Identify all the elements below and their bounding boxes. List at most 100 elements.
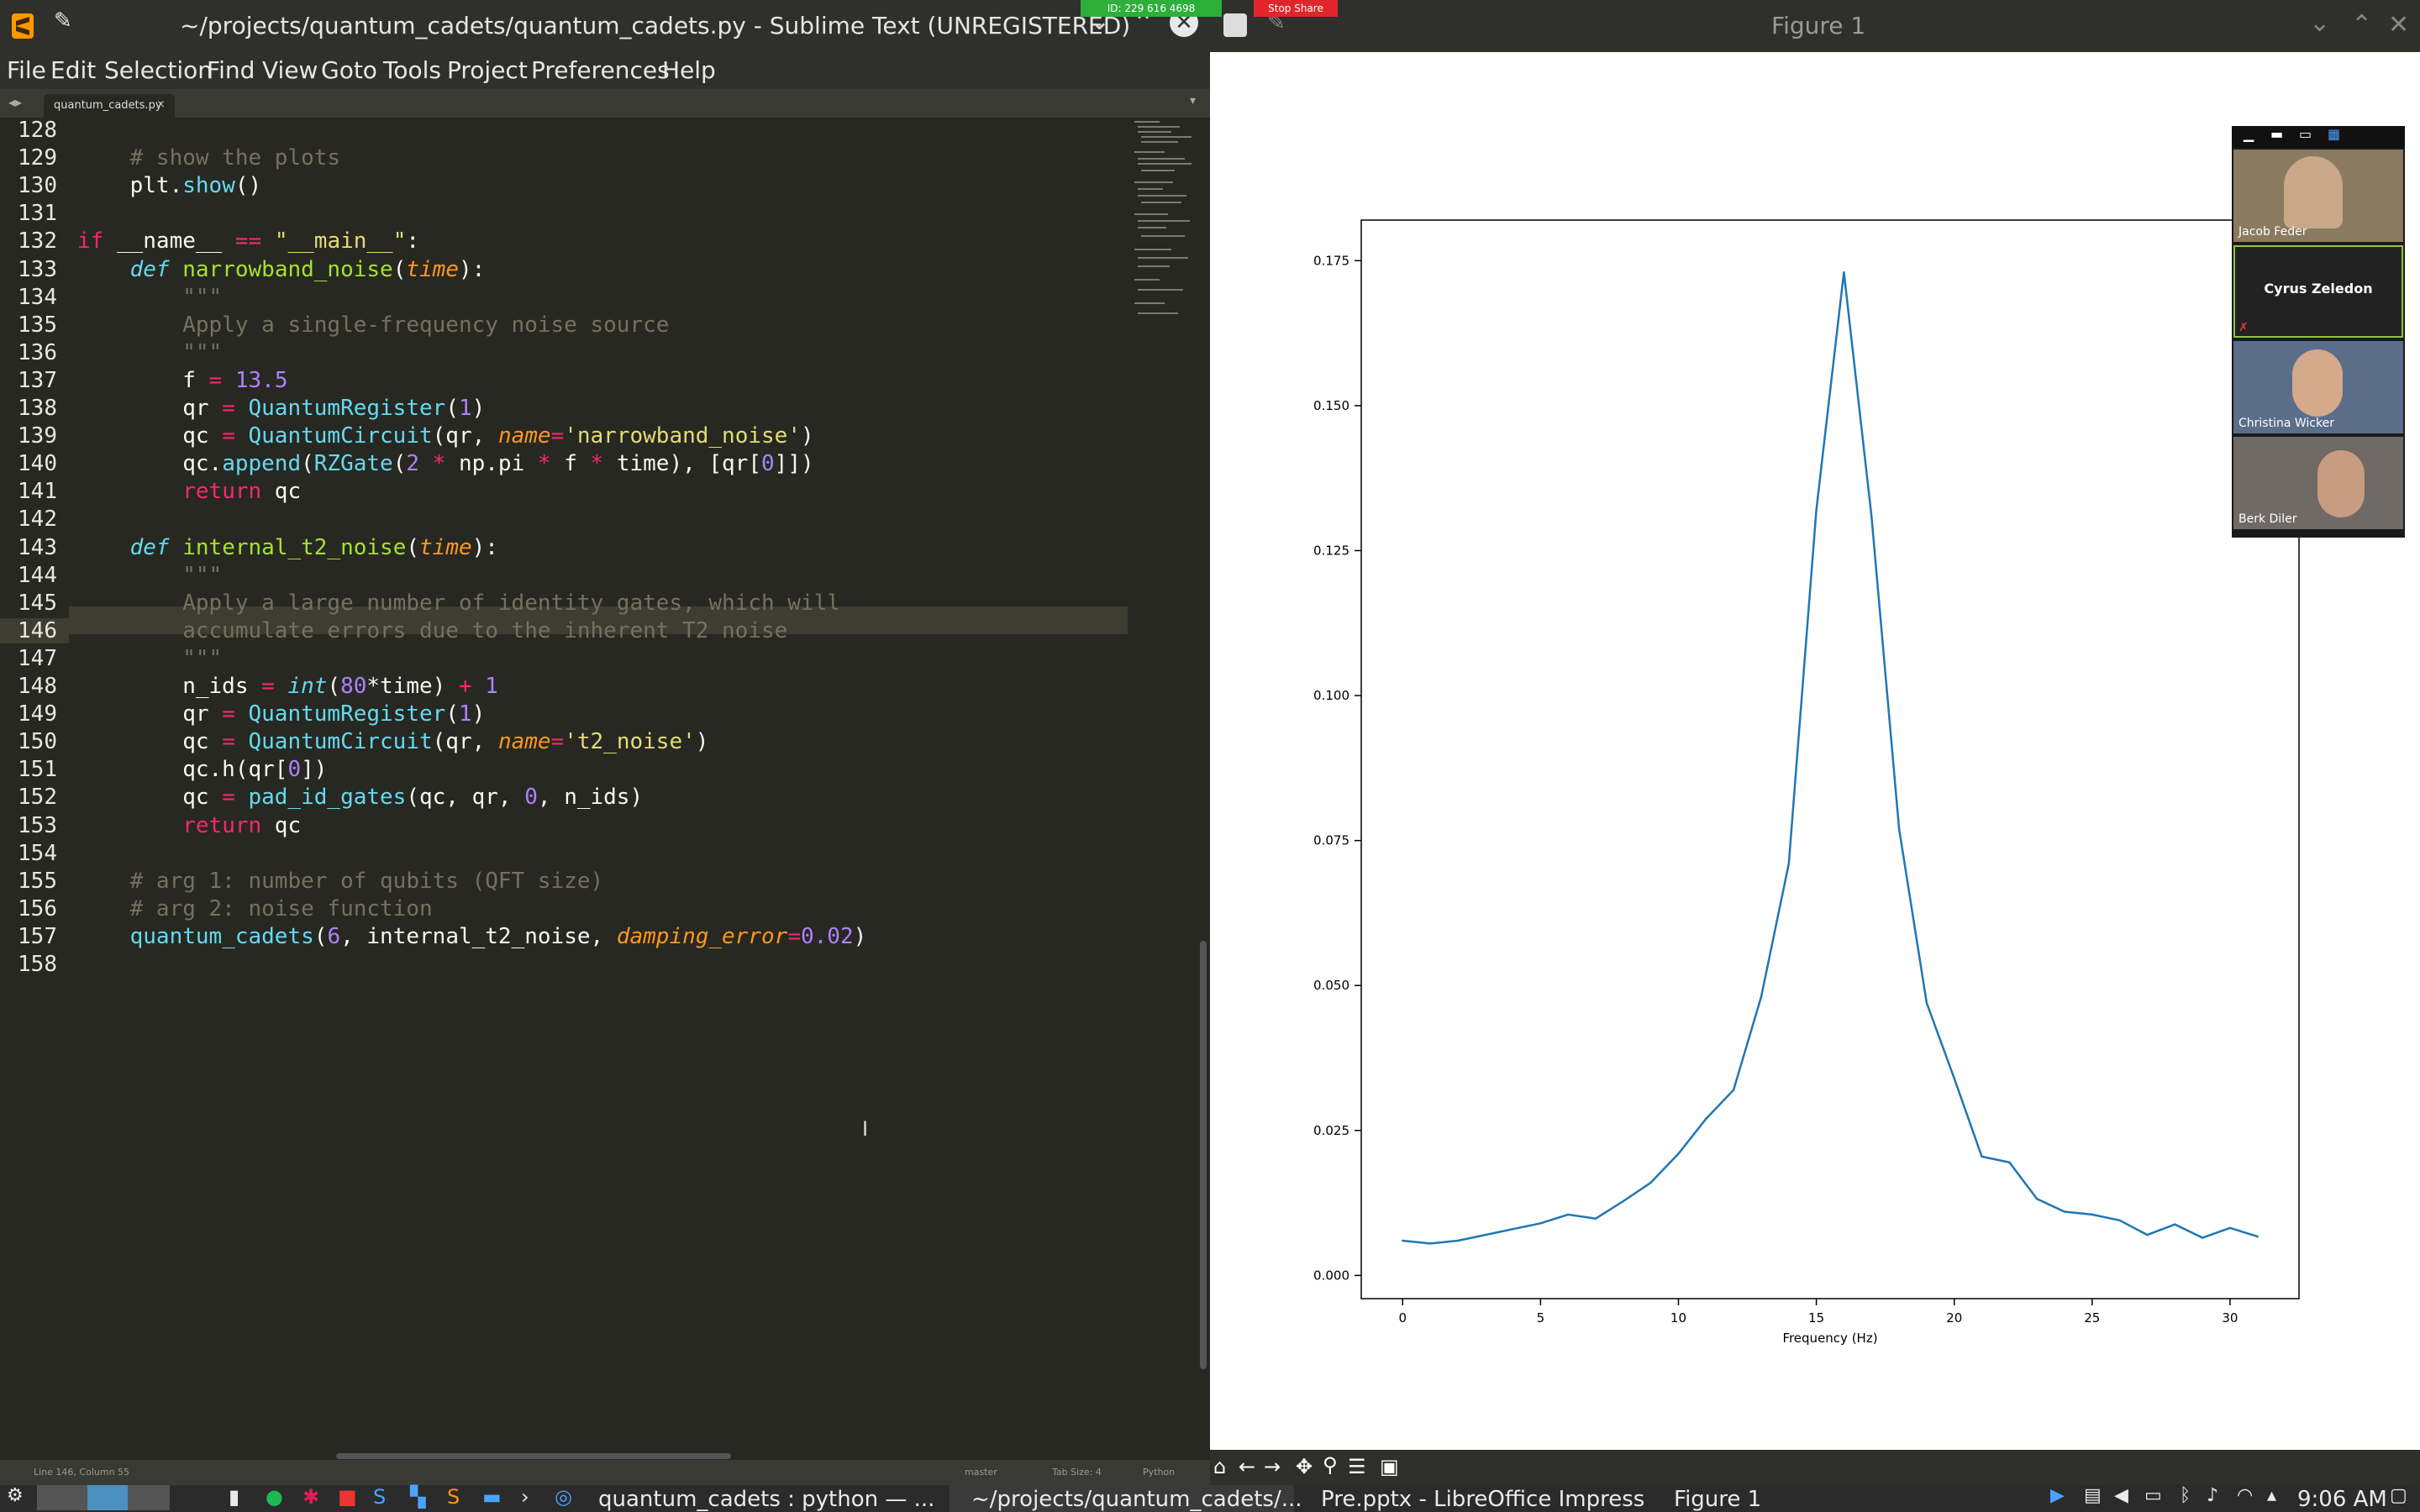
code-line[interactable]: def narrowband_noise(time): [129, 256, 486, 282]
menu-preferences[interactable]: Preferences [531, 56, 670, 84]
vertical-scrollbar[interactable] [1200, 941, 1207, 1369]
close-icon[interactable]: ✕ [2388, 10, 2410, 39]
back-icon[interactable]: ← [1239, 1455, 1256, 1478]
view-minimize-icon[interactable]: ▁ [2244, 126, 2254, 142]
menu-file[interactable]: File [7, 56, 46, 84]
workspace-switcher[interactable] [37, 1485, 87, 1510]
code-line[interactable]: if __name__ == "__main__": [77, 228, 420, 255]
current-line-highlight [69, 606, 1128, 634]
code-line[interactable]: n_ids = int(80*time) + 1 [77, 674, 498, 699]
code-line[interactable]: accumulate errors due to the inherent T2… [77, 617, 788, 643]
horizontal-scrollbar[interactable] [336, 1453, 731, 1459]
code-line[interactable]: Apply a large number of identity gates, … [77, 590, 840, 616]
chrome-icon[interactable]: ◎ [555, 1485, 572, 1509]
code-line[interactable]: # arg 2: noise function [77, 895, 433, 921]
syntax-mode[interactable]: Python [1143, 1467, 1176, 1478]
tab-dropdown-icon[interactable]: ▾ [1190, 94, 1197, 108]
view-speaker-icon[interactable]: ▭ [2299, 126, 2312, 142]
skype-icon[interactable]: S [373, 1485, 387, 1509]
wifi-icon[interactable]: ◠ [2237, 1485, 2254, 1506]
code-line[interactable]: return qc [182, 812, 302, 838]
participant-tile[interactable]: Cyrus Zeledon ✗ [2233, 245, 2403, 338]
workspace[interactable] [128, 1485, 170, 1510]
code-line[interactable]: f = 13.5 [77, 367, 288, 393]
menu-edit[interactable]: Edit [50, 56, 97, 84]
code-line[interactable]: qc.append(RZGate(2 * np.pi * f * time), … [77, 451, 814, 477]
code-line[interactable]: """ [77, 645, 223, 671]
configure-icon[interactable]: ☰ [1348, 1455, 1366, 1478]
app-menu-icon[interactable]: ⚙ [7, 1485, 24, 1506]
tab-close-icon[interactable]: × [156, 98, 166, 111]
code-line[interactable]: """ [77, 339, 223, 365]
slack-icon[interactable]: ✱ [302, 1485, 320, 1509]
sublime-icon[interactable]: S [447, 1485, 460, 1509]
view-hide-icon[interactable]: ▬ [2270, 126, 2284, 142]
files-icon[interactable]: ▬ [482, 1485, 502, 1509]
desktop-icon[interactable]: ▢ [2390, 1485, 2407, 1506]
participant-tile[interactable]: Jacob Feder [2233, 150, 2403, 242]
workspace-active[interactable] [87, 1485, 128, 1510]
home-icon[interactable]: ⌂ [1213, 1455, 1227, 1478]
terminal-icon[interactable]: ▮ [229, 1485, 240, 1509]
app-icon[interactable]: ■ [338, 1485, 357, 1509]
taskbar-item-impress[interactable]: Pre.pptx - LibreOffice Impress [1321, 1487, 1645, 1512]
menu-tools[interactable]: Tools [383, 56, 441, 84]
menu-goto[interactable]: Goto [321, 56, 377, 84]
minimize-icon[interactable]: ⌄ [2309, 8, 2331, 38]
menu-selection[interactable]: Selection [104, 56, 213, 84]
taskbar-item-figure[interactable]: Figure 1 [1674, 1487, 1762, 1512]
git-branch[interactable]: master [965, 1467, 997, 1478]
save-icon[interactable]: ▣ [1380, 1455, 1399, 1478]
code-line[interactable]: qr = QuantumRegister(1) [77, 701, 486, 727]
volume-icon[interactable]: ◀ [2114, 1485, 2128, 1506]
spotify-icon[interactable]: ● [266, 1485, 283, 1509]
line-number: 137 [18, 367, 57, 393]
code-line[interactable]: # arg 1: number of qubits (QFT size) [77, 868, 604, 894]
code-line[interactable]: def internal_t2_noise(time): [129, 534, 498, 560]
data-point [1815, 508, 1818, 512]
clock[interactable]: 9:06 AM [2297, 1487, 2387, 1512]
taskbar-item-sublime[interactable]: ~/projects/quantum_cadets/... [971, 1487, 1302, 1512]
console-icon[interactable]: › [521, 1485, 529, 1509]
zoom-icon[interactable]: ▶ [2050, 1485, 2065, 1506]
code-line[interactable]: qc = QuantumCircuit(qr, name='narrowband… [77, 423, 814, 449]
code-line[interactable]: Apply a single-frequency noise source [77, 312, 670, 338]
stop-share-button[interactable]: Stop Share [1254, 0, 1338, 17]
frequency-plot[interactable]: 0 5 10 15 20 25 30 0.000 0.025 0.050 0.075 0.100 0.1… [1210, 52, 2420, 1450]
code-editor[interactable]: 128 129 130 131 132 133 134 135 136 137 138 139 140 1… [0, 118, 1210, 1460]
participant-tile[interactable]: Christina Wicker [2233, 341, 2403, 433]
view-gallery-icon[interactable]: ▦ [2328, 126, 2341, 142]
code-line[interactable]: # show the plots [77, 145, 341, 171]
taskbar-item-terminal[interactable]: quantum_cadets : python — ... [598, 1487, 935, 1512]
tab-nav-arrows-icon[interactable]: ◂▸ [8, 94, 23, 110]
code-line[interactable]: plt.show() [77, 173, 262, 199]
menu-view[interactable]: View [262, 56, 318, 84]
code-line[interactable]: """ [77, 562, 223, 588]
tab-size[interactable]: Tab Size: 4 [1052, 1467, 1102, 1478]
participant-tile[interactable]: Berk Diler [2233, 437, 2403, 529]
pan-icon[interactable]: ✥ [1296, 1455, 1313, 1478]
clipboard-icon[interactable]: ▤ [2084, 1485, 2102, 1506]
code-line[interactable]: quantum_cadets(6, internal_t2_noise, dam… [129, 923, 867, 949]
maximize-icon[interactable]: ⌃ [2351, 10, 2373, 39]
minimap[interactable] [1133, 118, 1202, 386]
code-line[interactable]: qc = pad_id_gates(qc, qr, 0, n_ids) [77, 785, 644, 811]
code-line[interactable]: qc.h(qr[0]) [77, 757, 328, 783]
battery-icon[interactable]: ▭ [2144, 1485, 2162, 1506]
menu-help[interactable]: Help [662, 56, 716, 84]
zoom-icon[interactable]: ⚲ [1323, 1453, 1338, 1477]
menu-project[interactable]: Project [447, 56, 528, 84]
code-line[interactable]: qr = QuantumRegister(1) [77, 396, 486, 421]
microphone-icon[interactable]: ♪ [2207, 1485, 2219, 1506]
tab-quantum-cadets[interactable]: quantum_cadets.py × [44, 94, 175, 118]
code-line[interactable]: """ [77, 284, 223, 310]
forward-icon[interactable]: → [1264, 1455, 1281, 1478]
line-number: 152 [18, 785, 57, 811]
pin-icon[interactable]: ✎ [54, 8, 72, 34]
code-line[interactable]: qc = QuantumCircuit(qr, name='t2_noise') [77, 729, 709, 755]
bluetooth-icon[interactable]: ᛒ [2180, 1485, 2191, 1506]
menu-find[interactable]: Find [207, 56, 255, 84]
code-line[interactable]: return qc [182, 479, 302, 505]
tray-arrow-icon[interactable]: ▴ [2267, 1485, 2277, 1506]
editor-icon[interactable]: ▚ [410, 1485, 426, 1509]
